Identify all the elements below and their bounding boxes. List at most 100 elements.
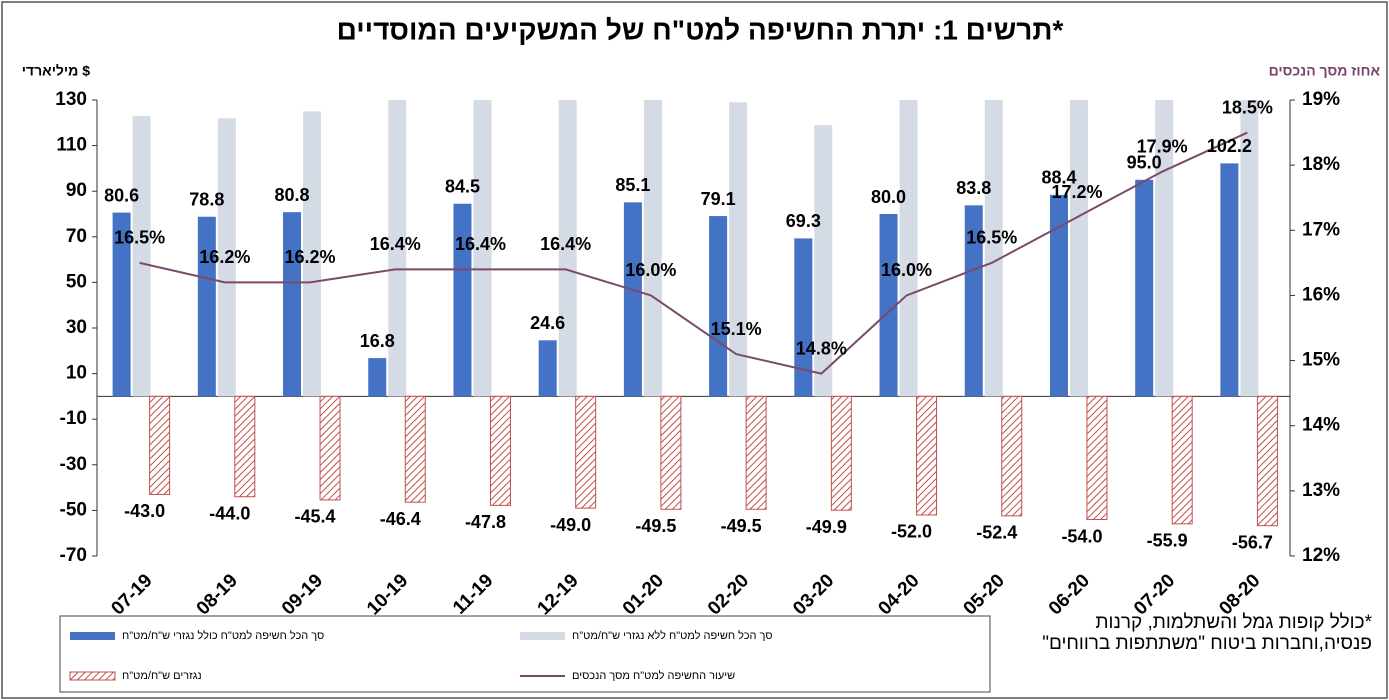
y-tick-label: 70 bbox=[66, 226, 87, 247]
hatched-bar bbox=[234, 395, 256, 498]
y-tick-label: -30 bbox=[60, 454, 87, 475]
bar bbox=[538, 340, 557, 397]
data-label: 17.2% bbox=[1051, 182, 1102, 202]
y-tick-label: -70 bbox=[60, 545, 87, 566]
bar bbox=[643, 100, 662, 397]
bar bbox=[879, 214, 898, 397]
hatched-bar bbox=[489, 395, 511, 506]
data-label: 16.5% bbox=[114, 228, 165, 248]
bar bbox=[197, 216, 216, 397]
data-label: 69.3 bbox=[786, 211, 821, 231]
data-label: 14.8% bbox=[796, 338, 847, 358]
hatched-bar bbox=[149, 395, 171, 495]
data-label: 15.1% bbox=[711, 319, 762, 339]
bar bbox=[368, 358, 387, 397]
hatched-bar bbox=[660, 395, 682, 510]
y2-tick-label: 15% bbox=[1302, 350, 1340, 371]
x-tick-label: 11-19 bbox=[449, 570, 497, 618]
x-tick-label: 04-20 bbox=[874, 570, 923, 619]
data-label: -49.0 bbox=[550, 515, 591, 535]
hatched-bar bbox=[1171, 395, 1193, 525]
hatched-bar bbox=[319, 395, 341, 501]
hatched-bar bbox=[1001, 395, 1023, 517]
data-label: 17.9% bbox=[1137, 136, 1188, 156]
bar bbox=[964, 205, 983, 397]
line bbox=[139, 131, 1248, 375]
hatched-bar bbox=[1256, 395, 1278, 527]
bar bbox=[729, 102, 748, 397]
chart-title: תרשים 1: יתרת החשיפה למט"ח של המשקיעים ה… bbox=[337, 14, 1064, 45]
data-label: -46.4 bbox=[380, 509, 421, 529]
bar bbox=[112, 212, 131, 397]
x-tick-label: 07-19 bbox=[107, 570, 156, 619]
data-label: 16.4% bbox=[370, 234, 421, 254]
data-label: 84.5 bbox=[445, 176, 480, 196]
bar bbox=[623, 202, 642, 397]
y2-tick-label: 13% bbox=[1302, 480, 1340, 501]
y2-tick-label: 17% bbox=[1302, 219, 1340, 240]
bar bbox=[132, 115, 151, 397]
x-tick-label: 12-19 bbox=[534, 570, 583, 619]
data-label: 16.2% bbox=[285, 247, 336, 267]
bar bbox=[709, 216, 728, 397]
y2-tick-label: 18% bbox=[1302, 154, 1340, 175]
bar bbox=[558, 100, 577, 397]
y-tick-label: 10 bbox=[66, 363, 87, 384]
data-label: 18.5% bbox=[1222, 97, 1273, 117]
data-label: 83.8 bbox=[956, 178, 991, 198]
bar bbox=[303, 111, 322, 397]
legend-label: נגזרים ש"ח/מט"ח bbox=[122, 670, 202, 682]
bar bbox=[984, 100, 1003, 397]
data-label: -44.0 bbox=[209, 503, 250, 523]
data-label: -52.4 bbox=[976, 523, 1017, 543]
bar bbox=[283, 212, 302, 397]
data-label: 80.0 bbox=[871, 187, 906, 207]
data-label: -56.7 bbox=[1232, 532, 1273, 552]
bar bbox=[388, 100, 407, 397]
data-label: 80.6 bbox=[104, 185, 139, 205]
data-label: 80.8 bbox=[275, 185, 310, 205]
bar bbox=[814, 125, 833, 397]
data-label: 79.1 bbox=[701, 189, 736, 209]
data-label: 16.8 bbox=[360, 331, 395, 351]
legend-label: סך הכל חשיפה למט"ח כולל נגזרי ש"ח/מט"ח bbox=[122, 629, 324, 642]
bar bbox=[1135, 179, 1154, 397]
x-tick-label: 10-19 bbox=[363, 570, 412, 619]
data-label: -43.0 bbox=[124, 501, 165, 521]
data-label: 88.4 bbox=[1041, 168, 1076, 188]
bar bbox=[794, 238, 813, 397]
y2-tick-label: 16% bbox=[1302, 284, 1340, 305]
y-tick-label: -10 bbox=[60, 408, 87, 429]
data-label: -55.9 bbox=[1147, 531, 1188, 551]
data-label: 95.0 bbox=[1127, 153, 1162, 173]
legend-swatch bbox=[520, 632, 565, 640]
data-label: -49.5 bbox=[635, 516, 676, 536]
data-label: -45.4 bbox=[295, 507, 336, 527]
bar bbox=[899, 100, 918, 397]
data-label: 16.0% bbox=[625, 260, 676, 280]
legend-swatch bbox=[69, 671, 116, 681]
data-label: 24.6 bbox=[530, 313, 565, 333]
bar bbox=[1049, 194, 1068, 397]
bar bbox=[473, 100, 492, 397]
data-label: 102.2 bbox=[1207, 136, 1252, 156]
data-label: 85.1 bbox=[615, 175, 650, 195]
data-label: -52.0 bbox=[891, 522, 932, 542]
y-tick-label: 90 bbox=[66, 180, 87, 201]
bar bbox=[1069, 100, 1088, 397]
data-label: -47.8 bbox=[465, 512, 506, 532]
legend-label: שיעור החשיפה למט"ח מסך הנכסים bbox=[572, 669, 735, 682]
hatched-bar bbox=[575, 395, 597, 509]
footnote: *כולל קופות גמל והשתלמות, קרנות פנסיה,וח… bbox=[1042, 612, 1372, 654]
bar bbox=[1240, 100, 1259, 397]
x-tick-label: 03-20 bbox=[789, 570, 838, 619]
data-label: 78.8 bbox=[189, 189, 224, 209]
y-tick-label: 30 bbox=[66, 317, 87, 338]
data-label: 16.5% bbox=[966, 228, 1017, 248]
data-label: 16.0% bbox=[881, 260, 932, 280]
y2-tick-label: 12% bbox=[1302, 545, 1340, 566]
bar bbox=[1220, 163, 1239, 397]
